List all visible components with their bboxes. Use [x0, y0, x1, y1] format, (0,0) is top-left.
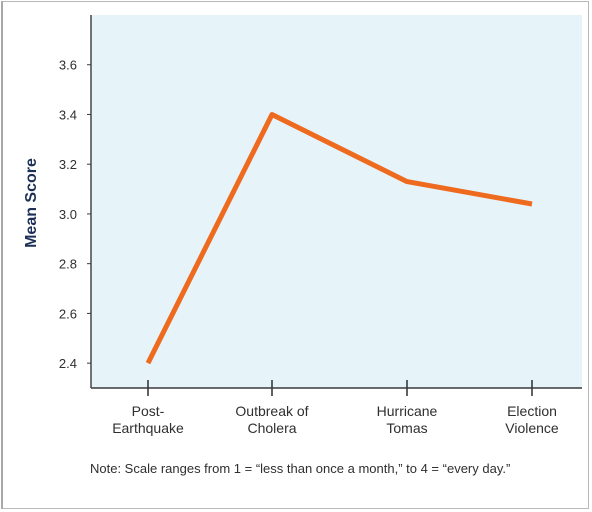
y-axis-ticks: 2.4 2.6 2.8 3.0 3.2 3.4 3.6	[59, 58, 91, 371]
x-category-label: Hurricane	[377, 403, 438, 419]
x-category-label: Earthquake	[112, 420, 184, 436]
plot-area	[91, 15, 582, 388]
series-layer	[145, 112, 533, 365]
x-category-label: Tomas	[386, 420, 427, 436]
x-category-label: Post-	[132, 403, 165, 419]
axes	[90, 15, 582, 389]
y-tick-label: 3.2	[59, 157, 77, 172]
y-tick-label: 2.6	[59, 306, 77, 321]
chart-note: Note: Scale ranges from 1 = “less than o…	[90, 461, 511, 476]
y-tick-label: 3.4	[59, 107, 77, 122]
y-tick-label: 3.0	[59, 207, 77, 222]
x-category-label: Cholera	[247, 420, 296, 436]
y-axis-label: Mean Score	[23, 158, 40, 248]
x-category-label: Outbreak of	[235, 403, 308, 419]
x-category-label: Election	[507, 403, 557, 419]
x-category-label: Violence	[505, 420, 559, 436]
y-tick-label: 2.4	[59, 356, 77, 371]
y-tick-label: 3.6	[59, 58, 77, 73]
series-line	[145, 112, 533, 365]
y-tick-label: 2.8	[59, 257, 77, 272]
